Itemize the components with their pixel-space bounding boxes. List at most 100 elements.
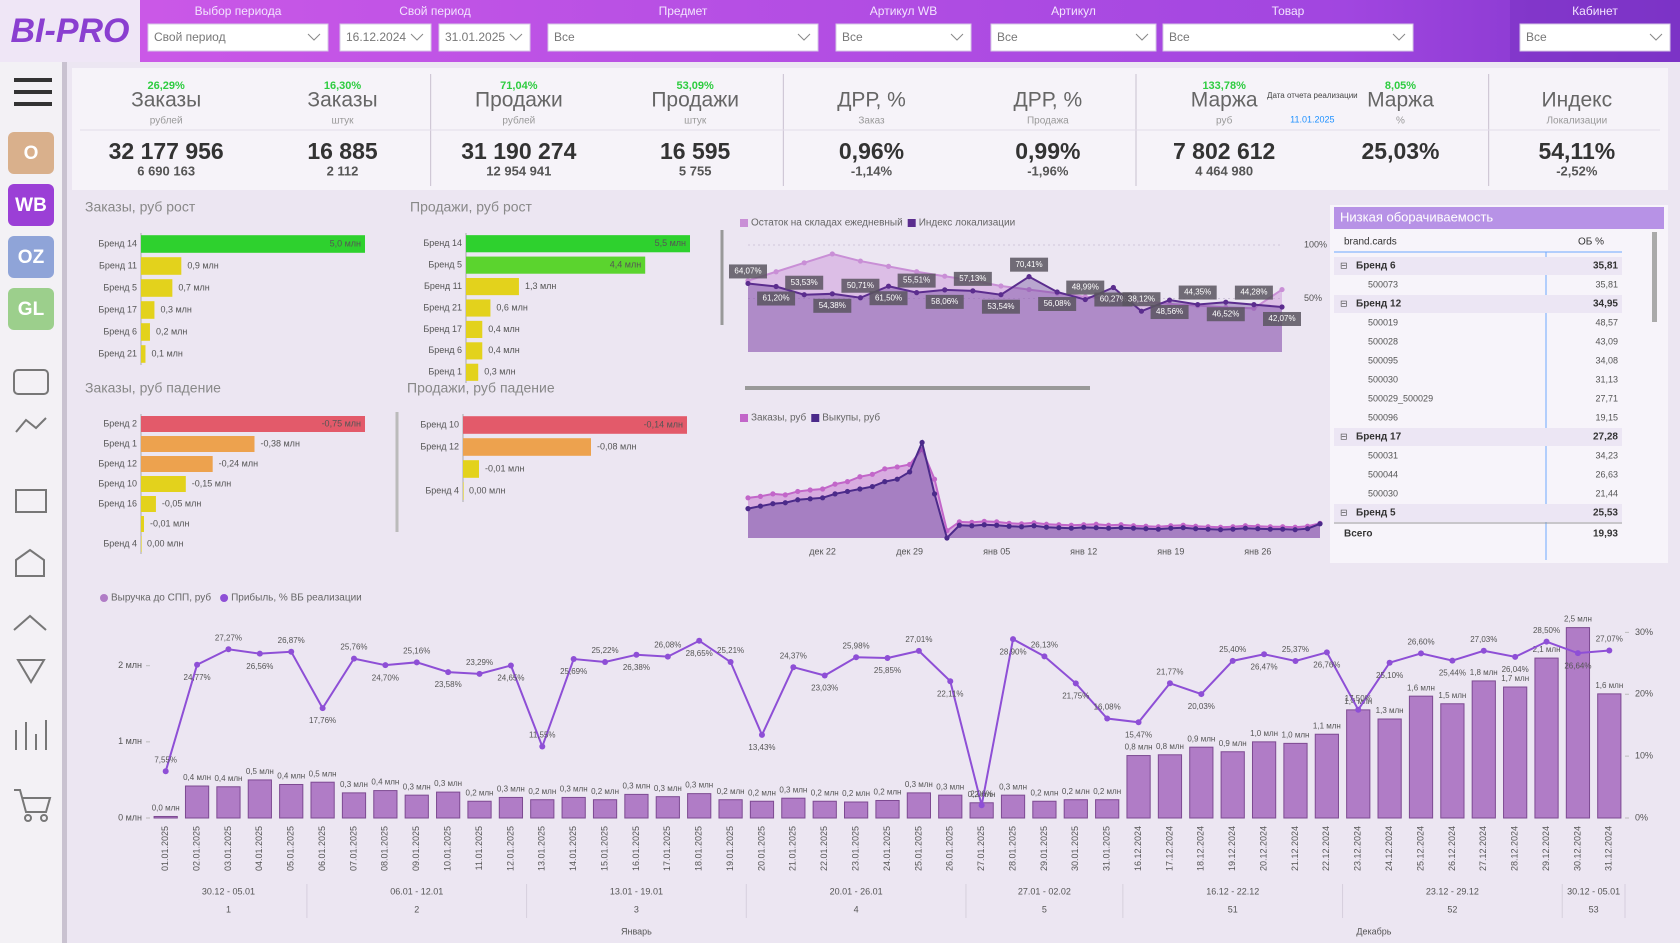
bar [141,323,150,341]
series-point [820,495,826,501]
y-tick-label: 2 млн [118,660,142,670]
item-value: 27,71 [1595,393,1618,403]
data-label: 26,13% [1031,640,1058,649]
bar [1032,800,1057,819]
series-point [894,476,900,482]
filter-box[interactable] [1519,23,1671,52]
series-point [539,743,546,750]
series-point [944,535,950,541]
series-point [1104,715,1111,722]
kpi-growth: 16,30% [324,80,362,92]
filter-box[interactable] [339,23,432,52]
filter-box[interactable] [147,23,329,52]
kpi-delta: 12 954 941 [486,163,551,178]
data-label: 0,2 млн [842,789,870,798]
data-label: 28,90% [999,647,1026,656]
table-scrollbar[interactable] [1652,232,1657,322]
expander[interactable]: ⊟ [1340,431,1348,441]
series-point [807,487,813,493]
data-label: 0,3 млн [685,781,713,790]
x-tick-label: 01.01.2025 [160,826,170,871]
data-label: 70,41% [1015,260,1042,269]
menu-icon[interactable] [14,78,52,106]
row-bg [1334,504,1622,522]
data-label: 21,75% [1062,692,1089,701]
nav-icons[interactable] [13,369,52,822]
data-label: 1,0 млн [1282,730,1310,739]
series-point [382,662,389,669]
expander[interactable]: ⊟ [1340,507,1348,517]
label-box [1234,285,1273,300]
series-point [914,269,920,275]
bar [467,800,492,819]
row-bg [1334,295,1622,313]
data-label: 26,60% [1407,638,1434,647]
series-point [1143,526,1149,532]
filter-box[interactable] [990,23,1157,52]
legend-label: Остаток на складах ежедневный [751,218,903,229]
y2-tick-label: 50% [1304,293,1322,303]
bar [906,792,931,819]
series-point [757,503,764,509]
data-label: 0,4 млн [214,774,242,783]
bar [938,794,963,819]
series-point [1386,659,1393,666]
label-box [869,291,908,306]
data-label: 1,7 млн [1501,674,1529,683]
nav-tab[interactable] [8,288,54,330]
dropdown-icon [307,33,321,41]
data-label: 25,37% [1282,645,1309,654]
bar [1597,693,1622,819]
filter-box[interactable] [1162,23,1414,52]
label-box [841,278,880,293]
x-tick-label: 28.01.2025 [1007,826,1017,871]
x-tick-label: 19.01.2025 [725,826,735,871]
nav-tab[interactable] [8,132,54,174]
category-label: Бренд 11 [424,281,462,291]
series-point [981,522,987,528]
series-point [288,648,295,655]
filter-label: Предмет [659,4,708,18]
bar [1157,754,1183,819]
x-tick-label: янв 26 [1244,546,1271,556]
series-point [1026,274,1032,280]
x-tick-label: 03.01.2025 [223,826,233,871]
series-point [1512,653,1519,660]
data-label: 24,77% [184,673,211,682]
data-label: 0,8 млн [1156,742,1184,751]
data-label: 0,3 млн [560,785,588,794]
bar [216,786,241,819]
series-point [507,662,514,669]
bar [875,799,900,819]
series-point [1166,297,1173,303]
series-point [773,269,779,275]
expander[interactable]: ⊟ [1340,298,1348,308]
filter-box[interactable] [547,23,819,52]
kpi-unit: штук [684,116,707,127]
bar [1000,794,1026,819]
nav-tab[interactable] [8,184,54,226]
data-label: 2,5 млн [1564,615,1592,624]
series-point [853,654,860,661]
kpi-unit: Заказ [858,116,885,127]
week-number: 5 [1042,904,1047,914]
data-label: 26,38% [623,663,650,672]
nav-tab[interactable] [8,236,54,278]
y2-tick-label: 100% [1304,239,1327,249]
filter-box[interactable] [438,23,531,52]
kpi-unit: руб [1216,115,1233,127]
item-name: 500095 [1368,355,1398,365]
expander[interactable]: ⊟ [1340,260,1348,270]
data-label: -0,24 млн [219,458,258,468]
bar [310,781,335,819]
x-tick-label: 11.01.2025 [474,826,484,870]
filter-label: Выбор периода [195,4,282,18]
series-line [747,252,1283,310]
series-point [1056,525,1062,531]
x-tick-label: 13.01.2025 [537,826,547,871]
nav-tab-label: WB [15,195,47,216]
filter-box[interactable] [835,23,972,52]
series-point [1118,525,1124,531]
series-point [969,523,975,529]
